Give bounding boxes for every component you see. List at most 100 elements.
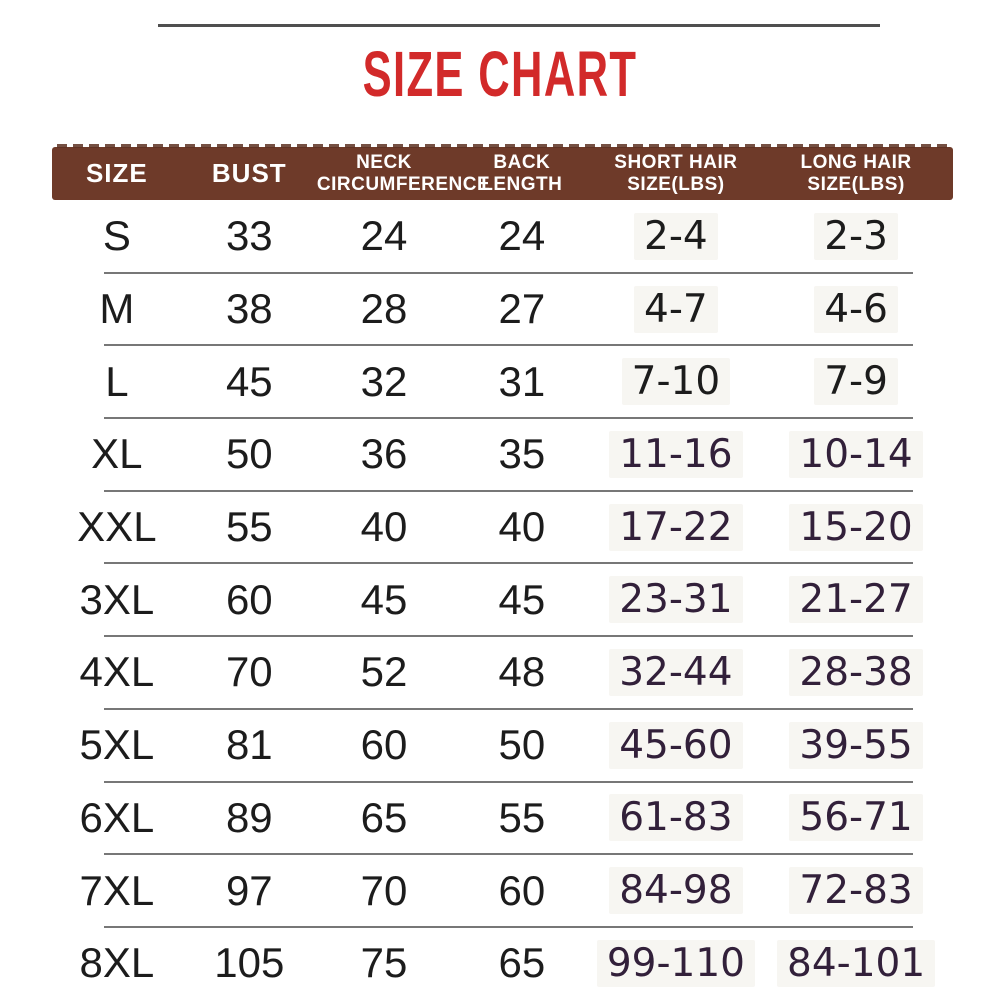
cell-long-hair-size: 10-14 (759, 430, 953, 478)
short-hair-value: 17-22 (609, 503, 743, 551)
cell-size: L (105, 357, 129, 405)
long-hair-value: 28-38 (789, 648, 923, 696)
cell-short-hair-size: 45-60 (593, 721, 760, 769)
cell-back-length: 55 (498, 793, 546, 841)
cell-short-hair-size: 84-98 (593, 867, 760, 915)
cell-size: 7XL (79, 866, 155, 914)
column-header-label: CIRCUMFERENCE (316, 173, 491, 195)
table-row: 4XL 70 52 48 32-44 28-38 (52, 636, 953, 710)
cell-short-hair-size: 99-110 (593, 939, 760, 987)
long-hair-value: 21-27 (789, 576, 923, 624)
cell-neck-circumference: 24 (360, 212, 408, 260)
cell-size: 6XL (79, 793, 155, 841)
cell-back-length: 45 (498, 575, 546, 623)
short-hair-value: 45-60 (609, 721, 743, 769)
table-row: 8XL 105 75 65 99-110 84-101 (52, 927, 953, 1000)
cell-long-hair-size: 7-9 (759, 358, 953, 406)
cell-bust: 70 (225, 648, 273, 696)
table-header-row: SIZE BUST NECK CIRCUMFERENCE BACK LENGTH… (52, 144, 953, 200)
cell-bust: 97 (225, 866, 273, 914)
cell-size: 3XL (79, 575, 155, 623)
column-header-label: BACK (493, 152, 551, 174)
cell-size: S (102, 212, 131, 260)
long-hair-value: 72-83 (789, 867, 923, 915)
column-header-long-hair-size: LONG HAIR SIZE(LBS) (759, 152, 953, 195)
column-header-label: LONG HAIR (800, 152, 912, 174)
long-hair-value: 56-71 (789, 794, 923, 842)
table-row: 5XL 81 60 50 45-60 39-55 (52, 709, 953, 783)
cell-long-hair-size: 4-6 (759, 285, 953, 333)
long-hair-value: 84-101 (777, 939, 936, 987)
cell-back-length: 35 (498, 430, 546, 478)
cell-neck-circumference: 52 (360, 648, 408, 696)
cell-bust: 81 (225, 721, 273, 769)
column-header-neck-circumference: NECK CIRCUMFERENCE (316, 152, 491, 195)
cell-neck-circumference: 60 (360, 721, 408, 769)
table-row: 3XL 60 45 45 23-31 21-27 (52, 563, 953, 637)
cell-back-length: 27 (498, 285, 546, 333)
short-hair-value: 23-31 (609, 576, 743, 624)
column-header-label: SIZE(LBS) (627, 173, 725, 195)
cell-neck-circumference: 65 (360, 793, 408, 841)
cell-size: XL (91, 430, 143, 478)
cell-back-length: 48 (498, 648, 546, 696)
cell-short-hair-size: 7-10 (593, 358, 760, 406)
table-row: XXL 55 40 40 17-22 15-20 (52, 491, 953, 565)
long-hair-value: 39-55 (789, 721, 923, 769)
cell-neck-circumference: 40 (360, 503, 408, 551)
cell-neck-circumference: 36 (360, 430, 408, 478)
cell-bust: 55 (225, 503, 273, 551)
cell-short-hair-size: 61-83 (593, 794, 760, 842)
cell-neck-circumference: 32 (360, 357, 408, 405)
short-hair-value: 4-7 (634, 285, 718, 333)
short-hair-value: 84-98 (609, 867, 743, 915)
cell-size: XXL (77, 503, 157, 551)
cell-neck-circumference: 75 (360, 939, 408, 987)
cell-bust: 33 (225, 212, 273, 260)
table-row: M 38 28 27 4-7 4-6 (52, 273, 953, 347)
size-chart-table: SIZE BUST NECK CIRCUMFERENCE BACK LENGTH… (52, 144, 953, 1000)
column-header-label: SHORT HAIR (614, 152, 738, 174)
cell-back-length: 24 (498, 212, 546, 260)
long-hair-value: 10-14 (789, 430, 923, 478)
table-row: XL 50 36 35 11-16 10-14 (52, 418, 953, 492)
cell-short-hair-size: 17-22 (593, 503, 760, 551)
cell-bust: 50 (225, 430, 273, 478)
long-hair-value: 7-9 (814, 358, 898, 406)
short-hair-value: 32-44 (609, 648, 743, 696)
cell-neck-circumference: 70 (360, 866, 408, 914)
cell-long-hair-size: 15-20 (759, 503, 953, 551)
short-hair-value: 11-16 (609, 430, 743, 478)
long-hair-value: 15-20 (789, 503, 923, 551)
table-row: L 45 32 31 7-10 7-9 (52, 345, 953, 419)
table-row: 7XL 97 70 60 84-98 72-83 (52, 854, 953, 928)
cell-bust: 60 (225, 575, 273, 623)
column-header-short-hair-size: SHORT HAIR SIZE(LBS) (593, 152, 760, 195)
short-hair-value: 99-110 (596, 939, 755, 987)
column-header-back-length: BACK LENGTH (451, 152, 592, 195)
short-hair-value: 2-4 (634, 212, 718, 260)
cell-bust: 105 (214, 939, 285, 987)
cell-back-length: 50 (498, 721, 546, 769)
cell-long-hair-size: 2-3 (759, 212, 953, 260)
table-row: S 33 24 24 2-4 2-3 (52, 200, 953, 274)
cell-long-hair-size: 21-27 (759, 576, 953, 624)
cell-size: 8XL (79, 939, 155, 987)
short-hair-value: 7-10 (621, 358, 731, 406)
cell-short-hair-size: 2-4 (593, 212, 760, 260)
cell-back-length: 40 (498, 503, 546, 551)
column-header-label: SIZE(LBS) (807, 173, 905, 195)
cell-size: M (99, 285, 135, 333)
cell-neck-circumference: 45 (360, 575, 408, 623)
table-body: S 33 24 24 2-4 2-3 M 38 28 27 4-7 4-6 L … (52, 200, 953, 1000)
cell-back-length: 65 (498, 939, 546, 987)
cell-long-hair-size: 56-71 (759, 794, 953, 842)
cell-short-hair-size: 11-16 (593, 430, 760, 478)
cell-size: 4XL (79, 648, 155, 696)
cell-long-hair-size: 84-101 (759, 939, 953, 987)
cell-short-hair-size: 32-44 (593, 648, 760, 696)
cell-long-hair-size: 39-55 (759, 721, 953, 769)
cell-size: 5XL (79, 721, 155, 769)
table-row: 6XL 89 65 55 61-83 56-71 (52, 782, 953, 855)
cell-bust: 38 (225, 285, 273, 333)
